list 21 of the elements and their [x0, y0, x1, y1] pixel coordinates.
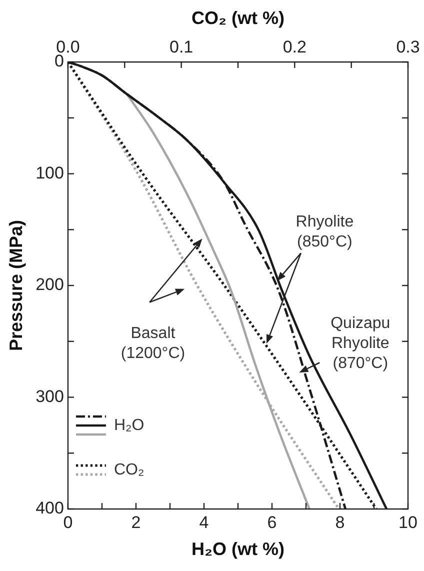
x2-axis-title: CO₂ (wt %): [191, 8, 284, 28]
y-tick-label: 300: [36, 386, 64, 406]
legend-label: CO₂: [114, 461, 144, 478]
annotation: Rhyolite (850°C): [296, 213, 354, 250]
x-tick-label: 2: [131, 512, 141, 532]
x-tick-label: 8: [335, 512, 345, 532]
x-tick-label: 4: [199, 512, 209, 532]
x2-tick-label: 0.1: [169, 37, 194, 56]
x-tick-label: 10: [398, 512, 418, 532]
y-axis-title: Pressure (MPa): [6, 220, 26, 352]
x-axis-title: H₂O (wt %): [191, 539, 284, 560]
x2-tick-label: 0.3: [396, 37, 420, 56]
y-tick-label: 200: [36, 275, 64, 294]
annotation: Basalt (1200°C): [120, 325, 186, 362]
legend-label: H₂O: [114, 416, 144, 434]
y-tick-label: 0: [54, 52, 64, 71]
x2-tick-label: 0.2: [282, 37, 306, 56]
y-tick-label: 100: [36, 163, 64, 182]
x-tick-label: 6: [267, 512, 277, 532]
annotation: Quizapu Rhyolite (870°C): [330, 315, 390, 372]
y-tick-label: 400: [36, 498, 64, 518]
